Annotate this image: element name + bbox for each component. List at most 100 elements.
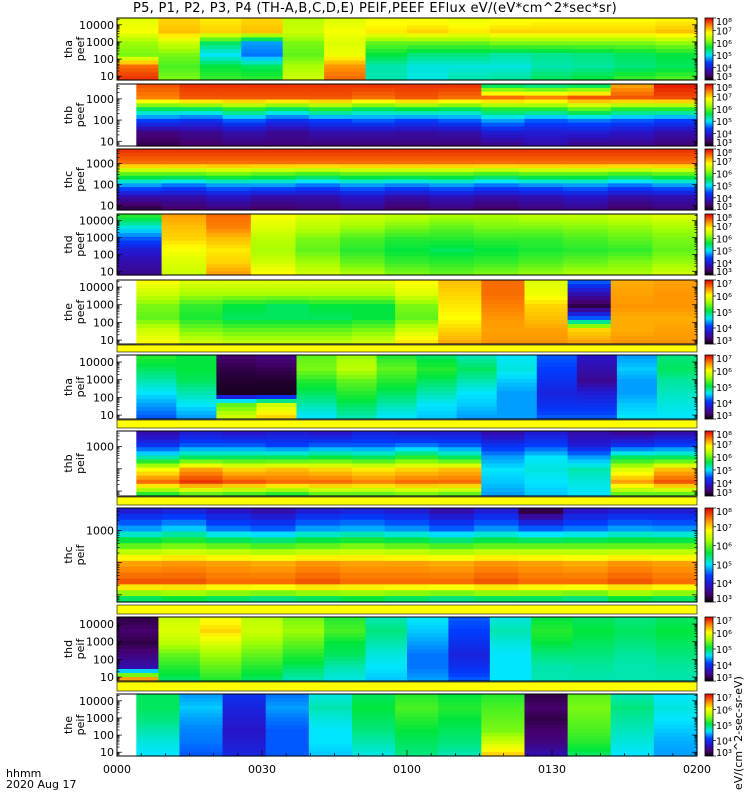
spectrogram-cell: [610, 701, 655, 707]
spectrogram-cell: [653, 111, 698, 116]
spectrogram-cell: [473, 590, 520, 597]
spectrogram-cell: [518, 525, 564, 533]
spectrogram-cell: [429, 156, 475, 162]
spectrogram-cell: [308, 435, 353, 440]
spectrogram-cell: [607, 537, 653, 544]
spectrogram-cell: [567, 292, 612, 297]
spectrogram-cell: [158, 657, 201, 662]
spectrogram-cell: [265, 111, 310, 116]
spectrogram-cell: [429, 225, 475, 230]
spectrogram-cell: [384, 584, 430, 591]
spectrogram-cell: [473, 202, 520, 207]
spectrogram-cell: [250, 519, 297, 527]
spectrogram-cell: [524, 304, 569, 309]
spectrogram-cell: [655, 18, 698, 23]
spectrogram-cell: [481, 332, 526, 337]
spectrogram-cell: [429, 572, 475, 580]
spectrogram-cell: [158, 29, 201, 35]
spectrogram-cell: [481, 431, 526, 436]
spectrogram-cell: [296, 407, 338, 412]
spectrogram-cell: [295, 560, 341, 568]
spectrogram-cell: [616, 411, 658, 416]
spectrogram-cell: [429, 259, 475, 265]
spectrogram-cell: [610, 439, 655, 444]
spectrogram-cell: [206, 187, 252, 192]
spectrogram-cell: [567, 122, 612, 128]
spectrogram-cell: [496, 355, 538, 360]
spectrogram-cell: [610, 463, 655, 469]
spectrogram-cell: [351, 455, 396, 461]
spectrogram-cell: [395, 740, 439, 745]
spectrogram-cell: [199, 625, 242, 630]
spectrogram-cell: [473, 263, 520, 268]
spectrogram-cell: [518, 263, 564, 268]
spectrogram-cell: [395, 138, 439, 143]
spectrogram-cell: [384, 244, 430, 249]
spectrogram-cell: [384, 240, 430, 246]
spectrogram-cell: [241, 25, 284, 31]
spectrogram-cell: [351, 752, 396, 757]
spectrogram-cell: [438, 435, 482, 440]
spectrogram-cell: [324, 64, 367, 69]
spectrogram-cell: [161, 198, 207, 203]
spectrogram-cell: [179, 740, 224, 745]
spectrogram-cell: [652, 555, 698, 562]
spectrogram-cell: [295, 519, 341, 527]
spectrogram-cell: [265, 300, 310, 305]
spectrogram-cell: [614, 33, 657, 38]
spectrogram-cell: [179, 459, 224, 465]
spectrogram-cell: [652, 578, 698, 585]
spectrogram-cell: [395, 736, 439, 742]
spectrogram-cell: [407, 18, 450, 23]
spectrogram-cell: [199, 41, 242, 46]
spectrogram-cell: [567, 487, 612, 493]
spectrogram-cell: [265, 447, 310, 452]
colorbar-tick-label: 10⁴: [716, 194, 732, 205]
spectrogram-cell: [376, 383, 418, 388]
spectrogram-cell: [384, 194, 430, 200]
spectrogram-cell: [340, 267, 386, 272]
spectrogram-cell: [563, 519, 609, 527]
spectrogram-cell: [295, 596, 341, 603]
spectrogram-cell: [222, 103, 267, 108]
spectrogram-cell: [206, 194, 252, 200]
spectrogram-cell: [179, 328, 224, 333]
spectrogram-cell: [652, 252, 698, 257]
spectrogram-cell: [295, 198, 341, 203]
spectrogram-cell: [136, 752, 181, 757]
spectrogram-cell: [567, 459, 612, 465]
spectrogram-cell: [536, 415, 578, 420]
spectrogram-cell: [563, 259, 609, 265]
spectrogram-cell: [438, 728, 482, 734]
spectrogram-cell: [524, 111, 569, 116]
spectrogram-cell: [473, 240, 520, 246]
spectrogram-cell: [161, 160, 207, 165]
spectrogram-cell: [176, 371, 218, 376]
spectrogram-cell: [179, 142, 224, 147]
spectrogram-cell: [407, 64, 450, 69]
colorbar: [704, 279, 714, 345]
spectrogram-cell: [295, 566, 341, 574]
spectrogram-cell: [438, 336, 482, 341]
spectrogram-cell: [179, 115, 224, 120]
spectrogram-cell: [265, 725, 310, 730]
spectrogram-cell: [265, 709, 310, 714]
spectrogram-cell: [295, 244, 341, 249]
spectrogram-cell: [438, 491, 482, 497]
spectrogram-cell: [448, 64, 491, 69]
spectrogram-cell: [384, 519, 430, 527]
spectrogram-cell: [655, 64, 698, 69]
spectrogram-cell: [136, 439, 181, 444]
spectrogram-cell: [496, 379, 538, 384]
spectrogram-cell: [324, 72, 367, 77]
spectrogram-cell: [652, 248, 698, 253]
spectrogram-cell: [572, 37, 615, 42]
spectrogram-cell: [653, 697, 698, 703]
spectrogram-cell: [429, 233, 475, 238]
spectrogram-cell: [206, 183, 252, 188]
spectrogram-cell: [567, 736, 612, 742]
spectrogram-cell: [518, 229, 564, 234]
spectrogram-cell: [384, 255, 430, 261]
spectrogram-cell: [429, 244, 475, 249]
spectrogram-cell: [653, 332, 698, 337]
